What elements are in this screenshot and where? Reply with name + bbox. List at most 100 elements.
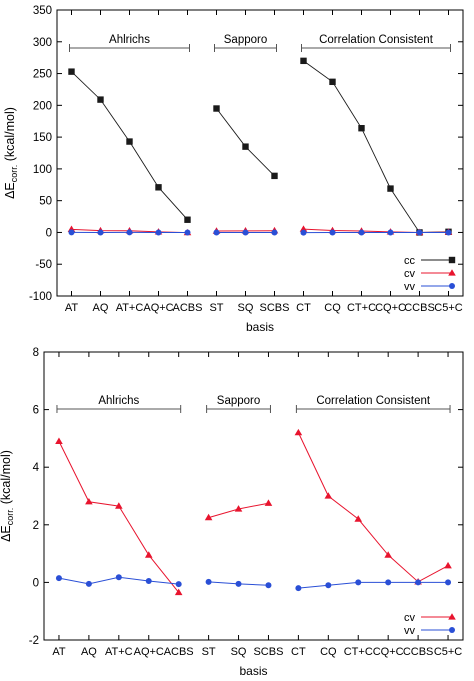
data-point-vv xyxy=(388,229,394,235)
series-cv xyxy=(68,225,453,235)
data-point-vv xyxy=(236,581,242,587)
x-tick-label: SQ xyxy=(231,646,247,658)
x-tick-label: CT+C xyxy=(347,302,376,314)
group-bracket: Ahlrichs xyxy=(70,30,190,52)
group-label: Ahlrichs xyxy=(98,395,139,407)
y-tick-label: -2 xyxy=(29,635,39,647)
x-tick-label: AQ+C xyxy=(143,302,173,314)
data-point-vv xyxy=(385,579,391,585)
x-tick-label: CQ xyxy=(320,646,337,658)
y-axis-label-subscript: corr. xyxy=(5,508,15,526)
x-tick-label: ACBS xyxy=(164,646,194,658)
data-point-cc xyxy=(387,185,393,191)
y-tick-label: 250 xyxy=(33,69,52,81)
legend-marker-cc xyxy=(449,257,455,263)
x-tick-label: CT xyxy=(296,302,311,314)
group-bracket: Sapporo xyxy=(207,391,271,413)
data-point-vv xyxy=(359,229,365,235)
y-tick-label: 350 xyxy=(33,5,52,17)
legend-marker-vv xyxy=(449,283,455,289)
group-bracket: Ahlrichs xyxy=(57,391,181,413)
data-point-vv xyxy=(176,581,182,587)
legend-label-cc: cc xyxy=(404,255,416,267)
series-line-cc xyxy=(304,61,449,233)
x-tick-label: SQ xyxy=(238,302,254,314)
data-point-vv xyxy=(156,229,162,235)
data-point-vv xyxy=(214,229,220,235)
x-tick-label: ACBS xyxy=(173,302,203,314)
data-point-vv xyxy=(330,230,336,236)
data-point-cc xyxy=(242,143,248,149)
data-point-vv xyxy=(355,579,361,585)
y-tick-label: 0 xyxy=(33,577,39,589)
y-axis-label-symbol: ΔE xyxy=(3,182,17,199)
legend-label-vv: vv xyxy=(404,625,416,637)
group-label: Correlation Consistent xyxy=(319,34,434,46)
data-point-cv xyxy=(354,515,362,521)
y-axis-label: ΔEcorr. (kcal/mol) xyxy=(3,107,19,199)
data-point-cc xyxy=(358,125,364,131)
data-point-cv xyxy=(265,499,273,505)
data-point-vv xyxy=(86,581,92,587)
data-point-cc xyxy=(126,138,132,144)
data-point-vv xyxy=(116,574,122,580)
x-tick-label: CCBS xyxy=(404,302,435,314)
y-tick-label: 8 xyxy=(33,347,39,359)
data-point-cc xyxy=(271,173,277,179)
data-point-cv xyxy=(145,551,153,557)
x-tick-label: CT xyxy=(291,646,306,658)
y-tick-label: 300 xyxy=(33,37,52,49)
x-tick-label: CCBS xyxy=(403,646,434,658)
y-axis-label-subscript: corr. xyxy=(9,165,19,183)
data-point-vv xyxy=(98,229,104,235)
series-line-cv xyxy=(59,441,179,592)
x-axis-label: basis xyxy=(239,664,267,676)
x-tick-label: ST xyxy=(209,302,223,314)
data-point-vv xyxy=(69,229,75,235)
data-point-vv xyxy=(445,579,451,585)
data-point-cc xyxy=(97,96,103,102)
legend-label-cv: cv xyxy=(404,612,416,624)
data-point-vv xyxy=(56,575,62,581)
y-axis-label: ΔEcorr. (kcal/mol) xyxy=(0,450,15,542)
data-point-cc xyxy=(213,105,219,111)
data-point-cc xyxy=(329,79,335,85)
legend-label-cv: cv xyxy=(404,268,416,280)
series-cv xyxy=(55,429,452,595)
legend-marker-vv xyxy=(449,627,455,633)
data-point-cv xyxy=(325,492,333,498)
data-point-cc xyxy=(68,68,74,74)
x-tick-label: AQ xyxy=(81,646,97,658)
data-point-vv xyxy=(265,582,271,588)
data-point-cv xyxy=(85,498,93,504)
group-bracket: Sapporo xyxy=(215,30,277,52)
data-point-cv xyxy=(55,437,63,443)
data-point-cv xyxy=(295,429,303,435)
data-point-vv xyxy=(185,229,191,235)
series-line-cc xyxy=(72,72,188,220)
x-tick-label: AT xyxy=(52,646,66,658)
y-tick-label: 100 xyxy=(33,164,52,176)
x-tick-label: CQ xyxy=(324,302,341,314)
data-point-vv xyxy=(243,229,249,235)
group-bracket: Correlation Consistent xyxy=(296,391,450,413)
data-point-vv xyxy=(272,230,278,236)
y-axis-label-symbol: ΔE xyxy=(0,525,13,542)
y-tick-label: 200 xyxy=(33,100,52,112)
data-point-vv xyxy=(295,585,301,591)
y-axis-label-unit: (kcal/mol) xyxy=(0,450,13,508)
y-tick-label: 4 xyxy=(33,462,40,474)
data-point-vv xyxy=(415,579,421,585)
data-point-cc xyxy=(155,184,161,190)
legend-label-vv: vv xyxy=(404,281,416,293)
x-tick-label: AT+C xyxy=(105,646,133,658)
y-tick-label: 2 xyxy=(33,520,39,532)
y-tick-label: 6 xyxy=(33,405,39,417)
series-cc xyxy=(68,58,451,236)
y-tick-label: -100 xyxy=(29,291,52,303)
